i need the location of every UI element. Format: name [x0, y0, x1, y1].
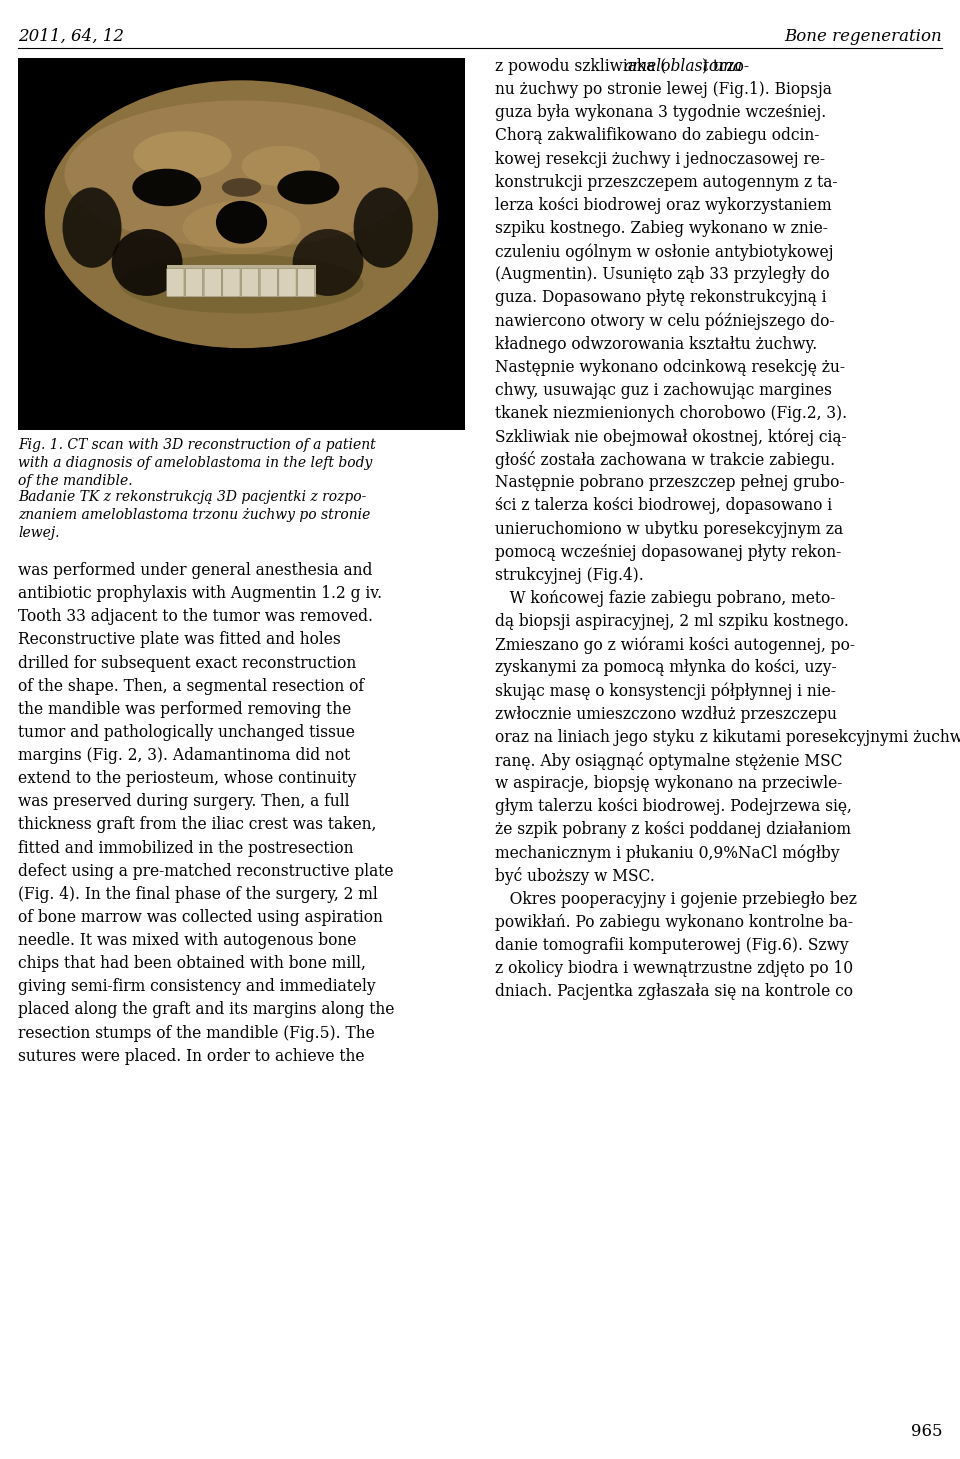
Ellipse shape [222, 178, 261, 197]
Text: że szpik pobrany z kości poddanej działaniom: że szpik pobrany z kości poddanej działa… [495, 821, 851, 837]
Text: extend to the periosteum, whose continuity: extend to the periosteum, whose continui… [18, 770, 356, 786]
Ellipse shape [62, 187, 122, 268]
Text: lerza kości biodrowej oraz wykorzystaniem: lerza kości biodrowej oraz wykorzystanie… [495, 197, 831, 214]
Text: danie tomografii komputerowej (Fig.6). Szwy: danie tomografii komputerowej (Fig.6). S… [495, 937, 849, 954]
FancyBboxPatch shape [223, 268, 240, 296]
Ellipse shape [242, 146, 321, 187]
Text: nu żuchwy po stronie lewej (Fig.1). Biopsja: nu żuchwy po stronie lewej (Fig.1). Biop… [495, 82, 832, 98]
Text: z okolicy biodra i wewnątrzustne zdjęto po 10: z okolicy biodra i wewnątrzustne zdjęto … [495, 960, 853, 978]
Ellipse shape [277, 171, 339, 204]
Text: nawiercono otwory w celu późniejszego do-: nawiercono otwory w celu późniejszego do… [495, 312, 834, 330]
Text: w aspiracje, biopsję wykonano na przeciwle-: w aspiracje, biopsję wykonano na przeciw… [495, 775, 842, 792]
Ellipse shape [182, 201, 300, 254]
Text: głym talerzu kości biodrowej. Podejrzewa się,: głym talerzu kości biodrowej. Podejrzewa… [495, 798, 852, 816]
Text: być uboższy w MSC.: być uboższy w MSC. [495, 868, 655, 886]
FancyBboxPatch shape [260, 268, 277, 296]
Text: oraz na liniach jego styku z kikutami poresekcyjnymi żuchwy (Fig.5). Następnie z: oraz na liniach jego styku z kikutami po… [495, 728, 960, 746]
Text: tkanek niezmienionych chorobowo (Fig.2, 3).: tkanek niezmienionych chorobowo (Fig.2, … [495, 406, 847, 422]
Text: chips that had been obtained with bone mill,: chips that had been obtained with bone m… [18, 956, 366, 972]
Text: Tooth 33 adjacent to the tumor was removed.: Tooth 33 adjacent to the tumor was remov… [18, 608, 373, 626]
Text: needle. It was mixed with autogenous bone: needle. It was mixed with autogenous bon… [18, 932, 356, 948]
Text: Chorą zakwalifikowano do zabiegu odcin-: Chorą zakwalifikowano do zabiegu odcin- [495, 127, 820, 144]
Text: was performed under general anesthesia and: was performed under general anesthesia a… [18, 562, 372, 579]
Text: Następnie wykonano odcinkową resekcję żu-: Następnie wykonano odcinkową resekcję żu… [495, 359, 845, 375]
Text: giving semi-firm consistency and immediately: giving semi-firm consistency and immedia… [18, 978, 375, 995]
Text: pomocą wcześniej dopasowanej płyty rekon-: pomocą wcześniej dopasowanej płyty rekon… [495, 544, 841, 560]
Text: Badanie TK z rekonstrukcją 3D pacjentki z rozpo-
znaniem ameloblastoma trzonu żu: Badanie TK z rekonstrukcją 3D pacjentki … [18, 490, 371, 540]
Text: unieruchomiono w ubytku poresekcyjnym za: unieruchomiono w ubytku poresekcyjnym za [495, 521, 843, 537]
Text: fitted and immobilized in the postresection: fitted and immobilized in the postresect… [18, 839, 353, 856]
Text: was preserved during surgery. Then, a full: was preserved during surgery. Then, a fu… [18, 794, 349, 810]
Text: 2011, 64, 12: 2011, 64, 12 [18, 28, 124, 45]
Text: (Augmentin). Usunięto ząb 33 przyległy do: (Augmentin). Usunięto ząb 33 przyległy d… [495, 266, 829, 283]
Text: dniach. Pacjentka zgłaszała się na kontrole co: dniach. Pacjentka zgłaszała się na kontr… [495, 983, 853, 999]
Text: zyskanymi za pomocą młynka do kości, uzy-: zyskanymi za pomocą młynka do kości, uzy… [495, 659, 836, 677]
Text: margins (Fig. 2, 3). Adamantinoma did not: margins (Fig. 2, 3). Adamantinoma did no… [18, 747, 350, 765]
Text: głość została zachowana w trakcie zabiegu.: głość została zachowana w trakcie zabieg… [495, 451, 835, 470]
Text: kowej resekcji żuchwy i jednoczasowej re-: kowej resekcji żuchwy i jednoczasowej re… [495, 150, 825, 168]
Text: W końcowej fazie zabiegu pobrano, meto-: W końcowej fazie zabiegu pobrano, meto- [495, 589, 835, 607]
Text: 965: 965 [910, 1423, 942, 1440]
Text: Bone regeneration: Bone regeneration [784, 28, 942, 45]
Text: Następnie pobrano przeszczep pełnej grubo-: Następnie pobrano przeszczep pełnej grub… [495, 474, 845, 492]
Text: dą biopsji aspiracyjnej, 2 ml szpiku kostnego.: dą biopsji aspiracyjnej, 2 ml szpiku kos… [495, 613, 849, 630]
Text: drilled for subsequent exact reconstruction: drilled for subsequent exact reconstruct… [18, 655, 356, 671]
Text: ameloblastoma: ameloblastoma [623, 58, 742, 74]
FancyBboxPatch shape [241, 268, 259, 296]
Text: defect using a pre-matched reconstructive plate: defect using a pre-matched reconstructiv… [18, 862, 394, 880]
Text: chwy, usuwając guz i zachowując margines: chwy, usuwając guz i zachowując margines [495, 382, 832, 398]
FancyBboxPatch shape [167, 268, 184, 296]
Ellipse shape [64, 101, 419, 248]
Ellipse shape [353, 187, 413, 268]
Text: ranę. Aby osiągnąć optymalne stężenie MSC: ranę. Aby osiągnąć optymalne stężenie MS… [495, 751, 843, 770]
Text: tumor and pathologically unchanged tissue: tumor and pathologically unchanged tissu… [18, 724, 355, 741]
Text: skując masę o konsystencji półpłynnej i nie-: skując masę o konsystencji półpłynnej i … [495, 683, 836, 700]
Text: mechanicznym i płukaniu 0,9%NaCl mógłby: mechanicznym i płukaniu 0,9%NaCl mógłby [495, 845, 840, 862]
Text: placed along the graft and its margins along the: placed along the graft and its margins a… [18, 1001, 395, 1018]
Text: of bone marrow was collected using aspiration: of bone marrow was collected using aspir… [18, 909, 383, 926]
Text: zwłocznie umieszczono wzdłuż przeszczepu: zwłocznie umieszczono wzdłuż przeszczepu [495, 706, 837, 722]
Bar [18, 58, 465, 430]
Text: sutures were placed. In order to achieve the: sutures were placed. In order to achieve… [18, 1048, 365, 1065]
FancyBboxPatch shape [185, 268, 203, 296]
Text: konstrukcji przeszczepem autogennym z ta-: konstrukcji przeszczepem autogennym z ta… [495, 174, 837, 191]
Text: the mandible was performed removing the: the mandible was performed removing the [18, 700, 351, 718]
Text: ści z talerza kości biodrowej, dopasowano i: ści z talerza kości biodrowej, dopasowan… [495, 498, 832, 515]
Text: powikłań. Po zabiegu wykonano kontrolne ba-: powikłań. Po zabiegu wykonano kontrolne … [495, 913, 853, 931]
Bar [167, 266, 316, 298]
FancyBboxPatch shape [204, 268, 222, 296]
Ellipse shape [111, 229, 182, 296]
Text: thickness graft from the iliac crest was taken,: thickness graft from the iliac crest was… [18, 817, 376, 833]
Text: szpiku kostnego. Zabieg wykonano w znie-: szpiku kostnego. Zabieg wykonano w znie- [495, 220, 828, 236]
Text: z powodu szkliwiaka (: z powodu szkliwiaka ( [495, 58, 666, 74]
Ellipse shape [293, 229, 364, 296]
FancyBboxPatch shape [278, 268, 296, 296]
Text: of the shape. Then, a segmental resection of: of the shape. Then, a segmental resectio… [18, 677, 364, 694]
Text: Okres pooperacyjny i gojenie przebiegło bez: Okres pooperacyjny i gojenie przebiegło … [495, 890, 857, 907]
Text: Reconstructive plate was fitted and holes: Reconstructive plate was fitted and hole… [18, 632, 341, 648]
Text: (Fig. 4). In the final phase of the surgery, 2 ml: (Fig. 4). In the final phase of the surg… [18, 886, 377, 903]
Text: antibiotic prophylaxis with Augmentin 1.2 g iv.: antibiotic prophylaxis with Augmentin 1.… [18, 585, 382, 603]
Ellipse shape [45, 80, 438, 349]
Text: Zmieszano go z wiórami kości autogennej, po-: Zmieszano go z wiórami kości autogennej,… [495, 636, 855, 654]
Text: resection stumps of the mandible (Fig.5). The: resection stumps of the mandible (Fig.5)… [18, 1024, 374, 1042]
Text: Fig. 1. CT scan with 3D reconstruction of a patient
with a diagnosis of amelobla: Fig. 1. CT scan with 3D reconstruction o… [18, 438, 375, 489]
Text: kładnego odwzorowania kształtu żuchwy.: kładnego odwzorowania kształtu żuchwy. [495, 336, 817, 353]
Ellipse shape [120, 254, 364, 314]
Ellipse shape [216, 201, 267, 244]
Text: ) trzo-: ) trzo- [703, 58, 750, 74]
Ellipse shape [132, 169, 202, 206]
Text: strukcyjnej (Fig.4).: strukcyjnej (Fig.4). [495, 566, 644, 584]
Text: Szkliwiak nie obejmował okostnej, której cią-: Szkliwiak nie obejmował okostnej, której… [495, 427, 847, 445]
Text: czuleniu ogólnym w osłonie antybiotykowej: czuleniu ogólnym w osłonie antybiotykowe… [495, 244, 833, 261]
FancyBboxPatch shape [298, 268, 315, 296]
Ellipse shape [133, 131, 231, 179]
Text: guza. Dopasowano płytę rekonstrukcyjną i: guza. Dopasowano płytę rekonstrukcyjną i [495, 289, 827, 306]
Text: guza była wykonana 3 tygodnie wcześniej.: guza była wykonana 3 tygodnie wcześniej. [495, 104, 827, 121]
